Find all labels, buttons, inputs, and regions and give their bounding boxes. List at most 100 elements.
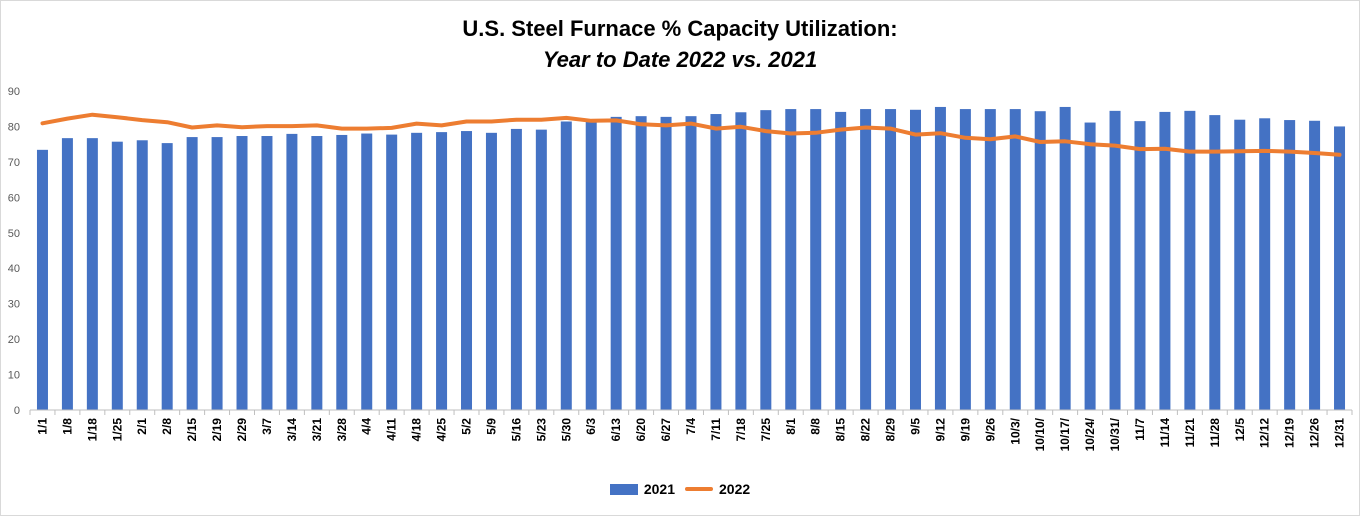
bar-2021 [1334,126,1346,410]
x-tick-label: 5/16 [509,418,523,442]
x-axis-tick-labels: 1/1 1/8 1/18 1/25 2/1 2/8 2/15 2/19 2/29 3/7 3/14 3… [35,417,1346,451]
x-tick-label: 7/25 [759,418,773,442]
point-2022 [191,127,193,129]
point-2022 [815,132,817,134]
bar-2021 [1184,110,1196,411]
legend-label-2021: 2021 [643,481,675,497]
x-tick-label: 9/12 [933,418,947,442]
x-tick-label: 5/23 [534,418,548,442]
bar-2021 [86,138,98,410]
point-2022 [939,132,941,134]
x-tick-label: 2/19 [210,418,224,442]
point-2022 [416,123,418,125]
bar-2021 [760,110,772,410]
x-tick-label: 10/31/ [1108,417,1122,451]
point-2022 [1164,148,1166,150]
x-tick-label: 8/22 [859,418,873,442]
bar-2021 [386,134,398,410]
bar-2021 [61,138,73,410]
point-2022 [316,124,318,126]
x-tick-label: 9/19 [958,418,972,442]
y-tick-label: 50 [8,228,20,240]
bar-2021 [361,133,373,411]
point-2022 [466,120,468,122]
legend-swatch-2021 [609,483,638,495]
x-tick-label: 10/10/ [1033,417,1047,451]
x-tick-label: 6/13 [609,418,623,442]
point-2022 [565,117,567,119]
point-2022 [1139,148,1141,150]
point-2022 [490,120,492,122]
x-tick-label: 10/17/ [1058,417,1072,451]
x-tick-label: 8/15 [834,418,848,442]
bar-2021 [161,143,173,410]
point-2022 [266,125,268,127]
x-tick-label: 3/28 [335,418,349,442]
bar-2021 [336,134,348,410]
point-2022 [291,125,293,127]
point-2022 [1239,150,1241,152]
bar-2021 [485,132,497,410]
point-2022 [141,119,143,121]
x-tick-label: 6/20 [634,418,648,442]
point-2022 [790,133,792,135]
bar-2021 [136,140,148,411]
y-tick-label: 80 [8,121,20,133]
bar-2021 [211,137,223,411]
bar-2021 [735,112,747,411]
x-tick-label: 1/18 [85,418,99,442]
point-2022 [241,126,243,128]
x-tick-label: 12/5 [1233,418,1247,442]
bar-2021 [236,136,248,410]
bar-2021 [909,109,921,410]
point-2022 [1289,151,1291,153]
x-tick-label: 11/7 [1133,418,1147,441]
bar-2021 [1059,106,1071,410]
x-tick-label: 4/18 [410,418,424,442]
x-tick-label: 4/4 [360,418,374,435]
x-tick-label: 7/18 [734,418,748,442]
legend: 2021 2022 [0,481,1360,497]
bar-2021 [36,149,48,411]
bar-2021 [186,137,198,411]
bar-2021 [111,141,123,411]
x-tick-label: 9/26 [983,418,997,442]
bar-2021 [1034,111,1046,410]
bars-2021 [36,106,1346,411]
bar-2021 [1309,120,1321,411]
point-2022 [865,127,867,129]
x-tick-label: 6/27 [659,418,673,442]
bar-2021 [436,132,448,411]
x-tick-label: 3/21 [310,418,324,442]
bar-2021 [311,136,323,410]
x-tick-label: 11/21 [1183,418,1197,448]
bar-2021 [1259,118,1271,410]
x-tick-label: 10/3/ [1008,417,1022,444]
point-2022 [391,127,393,129]
x-tick-label: 9/5 [908,418,922,435]
y-axis-tick-labels: 0 10 20 30 40 50 60 70 80 90 [8,86,20,417]
bar-2021 [710,114,722,411]
x-tick-label: 3/7 [260,418,274,435]
point-2022 [914,134,916,136]
point-2022 [441,124,443,126]
point-2022 [1339,154,1341,156]
bar-2021 [984,109,996,411]
line-2022 [40,112,1342,157]
x-tick-label: 1/8 [60,418,74,435]
point-2022 [1214,151,1216,153]
bar-2021 [785,109,797,411]
bar-2021 [610,116,622,410]
bar-2021 [1209,115,1221,410]
y-tick-label: 60 [8,192,20,204]
bar-2021 [535,129,547,410]
legend-label-2022: 2022 [719,481,751,497]
point-2022 [1189,151,1191,153]
x-tick-label: 2/15 [185,418,199,442]
y-tick-label: 30 [8,299,20,311]
point-2022 [540,119,542,121]
x-tick-label: 1/1 [35,418,49,435]
point-2022 [341,128,343,130]
point-2022 [1014,135,1016,137]
point-2022 [690,123,692,125]
